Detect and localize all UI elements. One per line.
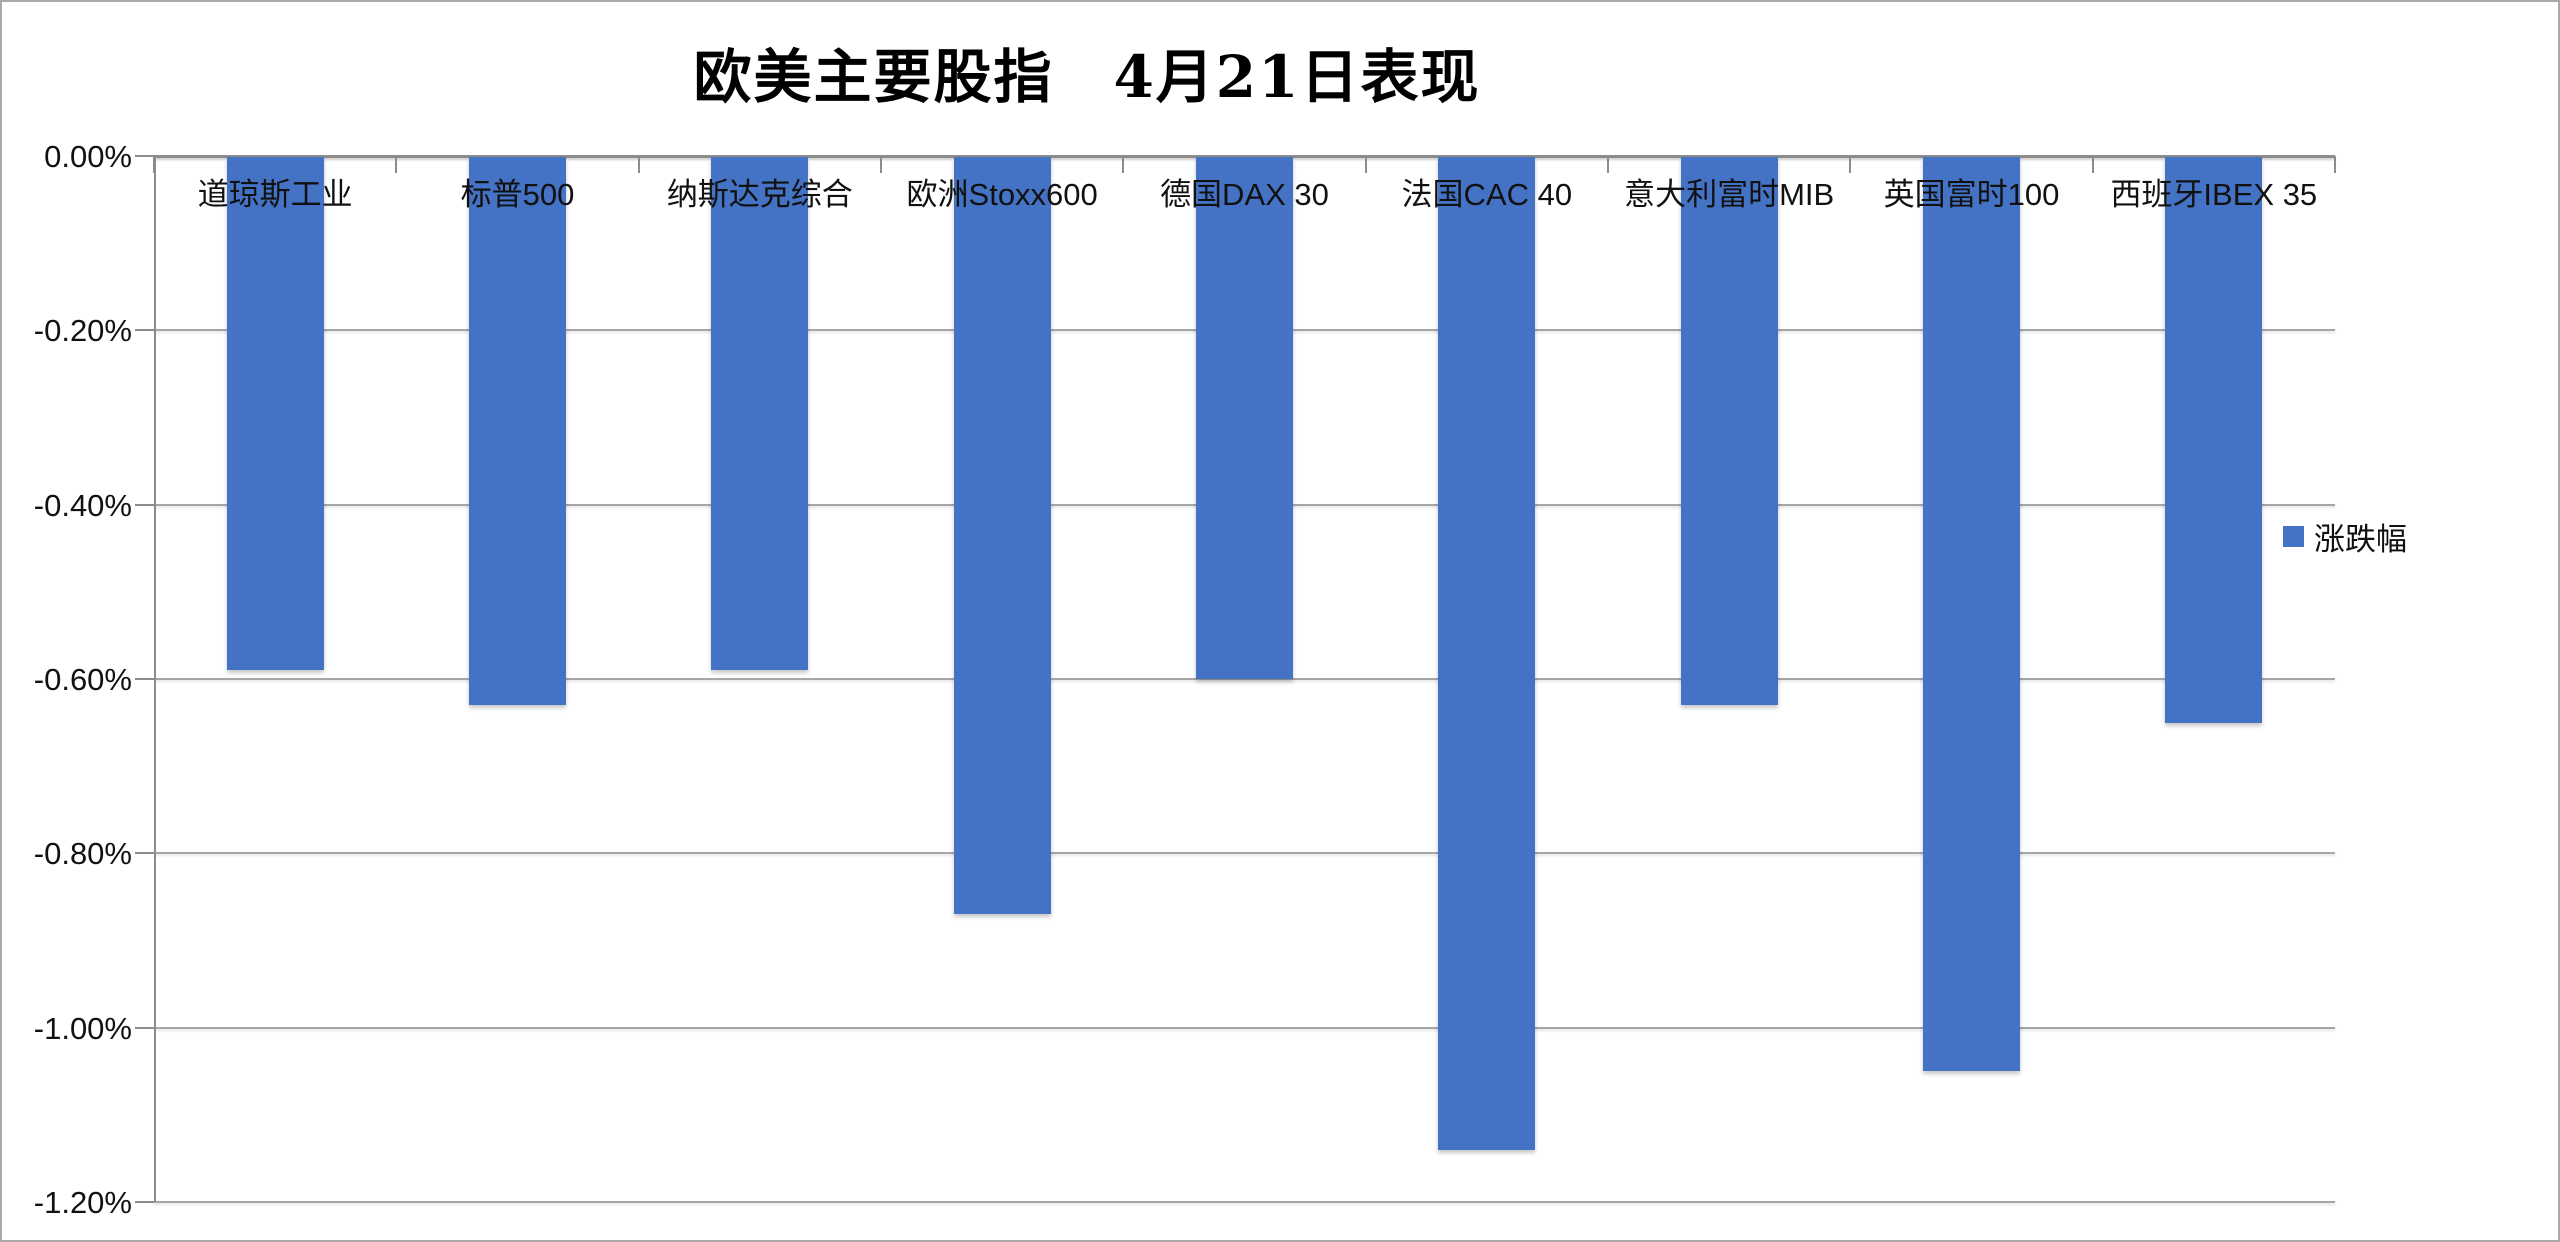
category-label: 德国DAX 30 xyxy=(1160,177,1329,212)
bar-道琼斯工业 xyxy=(226,157,324,671)
category-label: 纳斯达克综合 xyxy=(666,177,853,212)
gridline xyxy=(154,852,2335,855)
x-tick-mark xyxy=(880,156,882,173)
bar-西班牙IBEX 35 xyxy=(2165,157,2263,723)
x-tick-mark xyxy=(395,156,398,173)
x-tick-mark xyxy=(637,156,640,173)
y-tick-mark xyxy=(135,1201,154,1203)
category-label: 道琼斯工业 xyxy=(197,177,353,212)
x-tick-mark xyxy=(2334,156,2336,173)
bar-纳斯达克综合 xyxy=(711,157,809,671)
y-tick-mark xyxy=(135,503,154,506)
legend: 涨跌幅 xyxy=(2283,514,2407,559)
bar-英国富时100 xyxy=(1923,157,2020,1072)
bar-德国DAX 30 xyxy=(1196,157,1293,679)
bar-意大利富时MIB xyxy=(1680,157,1778,706)
y-axis-label: -1.00% xyxy=(33,1010,132,1046)
y-tick-mark xyxy=(135,1026,154,1029)
y-axis-label: -0.60% xyxy=(33,662,132,697)
bar-标普500 xyxy=(469,157,566,706)
category-label: 法国CAC 40 xyxy=(1401,177,1573,212)
gridline xyxy=(154,1201,2335,1203)
category-label: 欧洲Stoxx600 xyxy=(906,177,1098,212)
gridline xyxy=(154,1026,2335,1029)
y-axis-label: 0.00% xyxy=(44,139,132,174)
y-axis-line xyxy=(154,156,156,1202)
y-tick-mark xyxy=(135,852,154,855)
category-label: 标普500 xyxy=(460,177,575,212)
y-axis-label: -1.20% xyxy=(33,1185,132,1220)
y-axis-label: -0.80% xyxy=(33,836,132,872)
y-axis-label: -0.40% xyxy=(33,487,132,523)
legend-swatch-icon xyxy=(2283,526,2304,547)
x-tick-mark xyxy=(1122,156,1125,173)
category-label: 英国富时100 xyxy=(1883,177,2060,212)
x-tick-mark xyxy=(1849,156,1852,173)
x-tick-mark xyxy=(1364,156,1367,173)
category-label: 西班牙IBEX 35 xyxy=(2110,177,2318,212)
gridline xyxy=(154,678,2335,680)
y-tick-mark xyxy=(135,155,154,157)
bar-法国CAC 40 xyxy=(1438,157,1536,1150)
x-tick-mark xyxy=(2091,156,2094,173)
chart-title: 欧美主要股指 4月21日表现 xyxy=(693,43,1481,111)
x-tick-mark xyxy=(1607,156,1609,173)
legend-label: 涨跌幅 xyxy=(2314,522,2407,557)
y-tick-mark xyxy=(135,678,154,680)
y-tick-mark xyxy=(135,329,154,332)
x-tick-mark xyxy=(153,156,155,173)
x-axis-line xyxy=(154,155,2335,158)
bar-欧洲Stoxx600 xyxy=(953,157,1051,915)
category-label: 意大利富时MIB xyxy=(1624,177,1835,212)
y-axis-label: -0.20% xyxy=(33,313,132,349)
